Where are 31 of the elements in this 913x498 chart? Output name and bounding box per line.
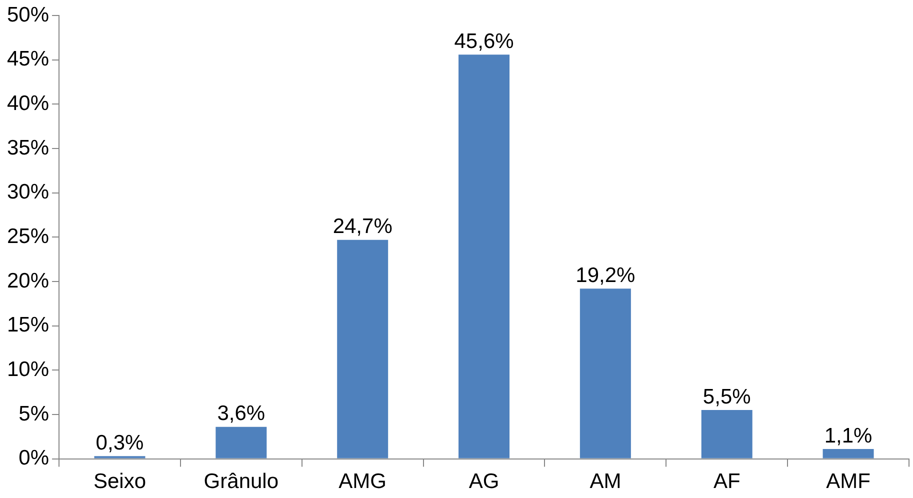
x-tick-label: AMF	[826, 470, 870, 494]
x-tick-label: AG	[468, 470, 500, 494]
y-tick-label: 50%	[7, 3, 50, 26]
data-label: 45,6%	[454, 30, 514, 53]
y-tick-label: 10%	[7, 358, 50, 381]
y-tick-label: 35%	[7, 136, 50, 160]
data-label: 19,2%	[576, 264, 636, 287]
data-label: 3,6%	[217, 402, 266, 426]
y-tick-label: 5%	[18, 402, 50, 426]
data-label: 1,1%	[824, 424, 872, 448]
bar	[822, 449, 874, 458]
y-tick-label: 45%	[7, 48, 50, 71]
bar	[701, 410, 752, 458]
data-label: 24,7%	[332, 215, 392, 238]
y-tick-label: 20%	[7, 269, 50, 292]
bar	[458, 54, 510, 458]
y-tick-label: 15%	[7, 314, 50, 337]
x-tick-label: Grânulo	[204, 470, 279, 494]
bar	[216, 426, 267, 458]
x-tick-label: AM	[590, 470, 622, 494]
x-tick-label: AMG	[338, 470, 387, 494]
x-tick-label: AF	[713, 470, 740, 494]
y-tick-label: 40%	[7, 92, 50, 116]
y-tick-label: 0%	[18, 446, 50, 470]
y-tick-label: 25%	[7, 224, 50, 248]
data-label: 0,3%	[96, 431, 144, 454]
bar	[337, 240, 388, 458]
x-tick-label: Seixo	[93, 470, 146, 494]
y-tick-label: 30%	[7, 180, 50, 204]
data-label: 5,5%	[702, 385, 751, 408]
bar	[580, 288, 631, 458]
